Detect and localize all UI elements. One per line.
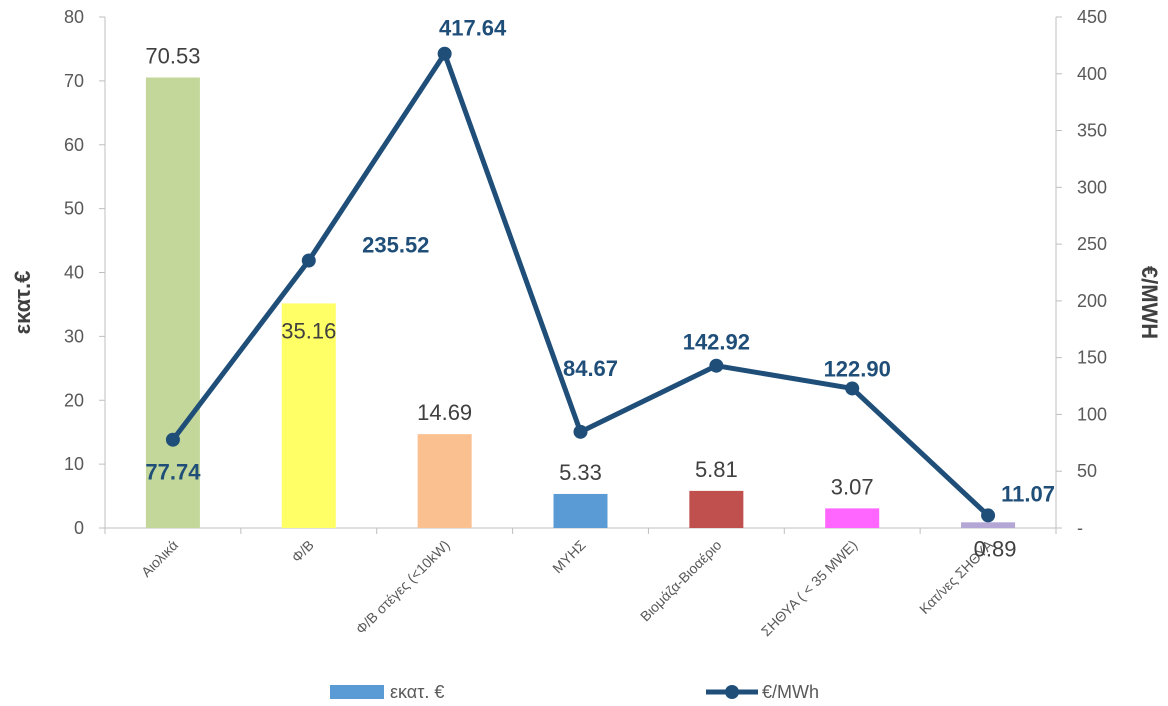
line-point — [573, 424, 588, 439]
y-right-tick-label: 250 — [1077, 234, 1107, 254]
bar — [689, 490, 744, 528]
y-left-tick-label: 40 — [64, 263, 84, 283]
line-point — [301, 253, 316, 268]
y-right-tick-label: 300 — [1077, 177, 1107, 197]
y-left-tick-label: 60 — [64, 135, 84, 155]
line-data-label: 142.92 — [683, 330, 750, 355]
legend-bar-label: εκατ. € — [390, 682, 444, 702]
bar-data-label: 5.33 — [559, 460, 602, 485]
y-right-tick-label: 100 — [1077, 404, 1107, 424]
y-left-tick-label: 10 — [64, 454, 84, 474]
line-data-label: 11.07 — [1001, 481, 1055, 506]
x-tick-label: Φ/Β στέγες (<10kW) — [352, 537, 452, 637]
bar — [145, 77, 200, 528]
y-right-tick-label: 200 — [1077, 291, 1107, 311]
y-right-tick-label: 400 — [1077, 64, 1107, 84]
bar — [281, 303, 336, 528]
x-tick-label: Αιολικά — [138, 537, 181, 580]
data-labels: 70.53 35.16 14.69 5.33 5.81 3.07 0.89 77.74 235.… — [145, 16, 1055, 562]
y-right-tick-label: 150 — [1077, 348, 1107, 368]
legend-line-marker — [725, 685, 739, 699]
y-left-tick-label: 20 — [64, 390, 84, 410]
bar — [553, 493, 608, 528]
y-left-tick-label: 0 — [74, 518, 84, 538]
bar — [825, 508, 880, 528]
y-left-tick-label: 30 — [64, 326, 84, 346]
line-point — [709, 358, 724, 373]
y-left-tick-label: 70 — [64, 71, 84, 91]
line-data-label: 417.64 — [439, 16, 507, 41]
line-data-label: 122.90 — [824, 356, 891, 381]
y-left-tick-label: 50 — [64, 199, 84, 219]
x-tick-label: ΜΥΗΣ — [549, 537, 589, 577]
line-series — [165, 46, 996, 523]
x-tick-label: Φ/Β — [288, 537, 317, 566]
line-data-label: 235.52 — [362, 233, 429, 258]
bar — [961, 522, 1016, 528]
bar-data-label: 14.69 — [417, 400, 472, 425]
x-tick-label: ΣΗΘΥΑ ( < 35 MWE) — [758, 537, 860, 639]
line-data-label: 77.74 — [145, 460, 201, 485]
bar-data-label: 70.53 — [145, 43, 200, 68]
bar — [417, 434, 472, 528]
y-right-tick-label: 450 — [1077, 7, 1107, 27]
bar-data-label: 35.16 — [281, 318, 336, 343]
x-tick-label: Βιομάζα-Βιοαέριο — [637, 537, 725, 625]
y-right-axis-title: €/MWH — [1137, 266, 1162, 339]
bar-data-label: 5.81 — [695, 457, 738, 482]
line-point — [981, 508, 996, 523]
bar-data-label: 3.07 — [831, 474, 874, 499]
y-right-tick-label: 50 — [1077, 461, 1097, 481]
y-right-tick-label: 350 — [1077, 121, 1107, 141]
line-data-label: 84.67 — [563, 356, 618, 381]
legend-line-label: €/MWh — [762, 682, 819, 702]
legend: εκατ. € €/MWh — [330, 682, 819, 702]
y-left-tick-label: 80 — [64, 7, 84, 27]
y-right-tick-label: - — [1077, 518, 1083, 538]
line-point — [437, 46, 452, 61]
bar-series — [145, 77, 1016, 528]
line-point — [165, 432, 180, 447]
y-left-axis-title: εκατ.€ — [10, 271, 35, 335]
line-point — [845, 381, 860, 396]
legend-bar-swatch — [330, 685, 384, 699]
bar-data-label: 0.89 — [974, 536, 1017, 561]
